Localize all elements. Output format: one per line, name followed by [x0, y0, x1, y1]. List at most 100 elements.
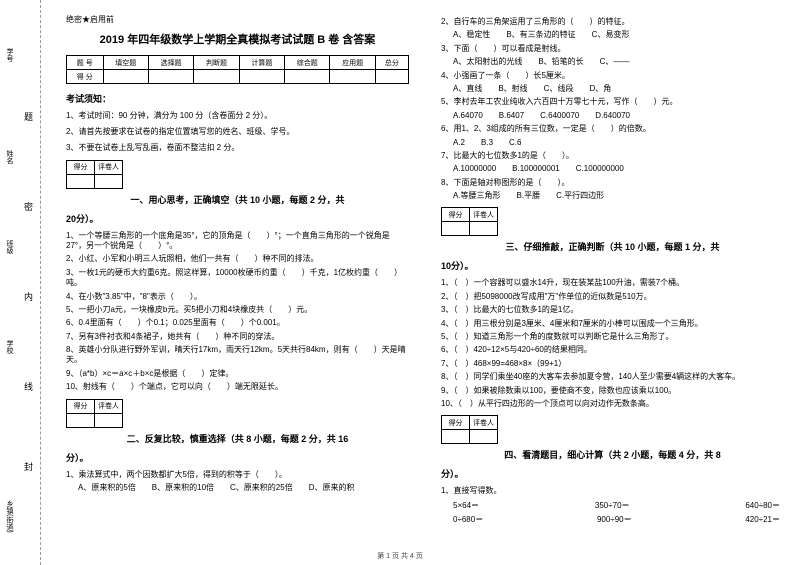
q-text: 5、李村去年工农业纯收入六百四十万零七十元，写作（ ）元。 [441, 97, 784, 107]
q-text: 2、（ ）把5098000改写成用"万"作单位的近似数是510万。 [441, 292, 784, 302]
q-text: 6、用1、2、3组成的所有三位数，一定是（ ）的倍数。 [441, 124, 784, 134]
q-text: 3、（ ）比最大的七位数多1的是1亿。 [441, 305, 784, 315]
marker-table: 得分 评卷人 [441, 415, 498, 444]
score-cell [194, 70, 239, 84]
calc-item: 640÷80＝ [745, 500, 780, 511]
seal-char: 题 [24, 110, 33, 123]
score-cell [239, 70, 284, 84]
section1-title2: 20分）。 [66, 212, 409, 225]
q-text: 5、（ ）知道三角形一个角的度数就可以判断它是什么三角形了。 [441, 332, 784, 342]
q-text: 8、下面是轴对称图形的是（ ）。 [441, 178, 784, 188]
score-cell [330, 70, 375, 84]
q-text: 2、自行车的三角架运用了三角形的（ ）的特征。 [441, 17, 784, 27]
mark-cell [67, 413, 95, 427]
mark-reviewer: 评卷人 [95, 399, 123, 413]
q-text: 10、射线有（ ）个端点，它可以向（ ）端无限延长。 [66, 382, 409, 392]
q-text: 9、（ ）如果被除数乘以100，要使商不变，除数也应该乘以100。 [441, 386, 784, 396]
score-col-head: 应用题 [330, 56, 375, 70]
q-text: 8、英雄小分队进行野外军训，晴天行17km，雨天行12km。5天共行84km，则… [66, 345, 409, 366]
section3-title2: 10分）。 [441, 259, 784, 272]
mark-reviewer: 评卷人 [95, 160, 123, 174]
calc-item: 5×64＝ [453, 500, 479, 511]
mark-reviewer: 评卷人 [470, 416, 498, 430]
calc-item: 900÷90＝ [597, 514, 632, 525]
calc-item: 420÷21＝ [745, 514, 780, 525]
q-text: 5、一把小刀a元，一块橡皮b元。买5把小刀和4块橡皮共（ ）元。 [66, 305, 409, 315]
section4-title: 四、看清题目，细心计算（共 2 小题，每题 4 分，共 8 [441, 448, 784, 461]
notice-line: 3、不要在试卷上乱写乱画，卷面不整洁扣 2 分。 [66, 142, 409, 153]
mark-score: 得分 [442, 208, 470, 222]
q-text: 4、小强画了一条（ ）长5厘米。 [441, 71, 784, 81]
mark-cell [67, 174, 95, 188]
dashed-cut-line [40, 0, 41, 565]
score-table: 题 号 填空题 选择题 判断题 计算题 综合题 应用题 总分 得 分 [66, 55, 409, 84]
q-text: 1、（ ）一个容器可以盛水14升，现在装某盐100升油，需装7个桶。 [441, 278, 784, 288]
q-text: 1、乘法算式中，两个因数都扩大5倍，得到的积等于（ ）。 [66, 470, 409, 480]
score-col-head: 选择题 [148, 56, 193, 70]
q-text: 3、下面（ ）可以看成是射线。 [441, 44, 784, 54]
q-options: A、直线 B、射线 C、线段 D、角 [453, 84, 784, 94]
margin-label-district: 乡镇(街道) [4, 500, 14, 533]
calc-row: 0÷680＝ 900÷90＝ 420÷21＝ [441, 514, 784, 525]
score-cell [375, 70, 408, 84]
page-footer: 第 1 页 共 4 页 [0, 551, 800, 561]
mark-reviewer: 评卷人 [470, 208, 498, 222]
margin-label-id: 学号 [4, 48, 14, 62]
q-text: 4、（ ）用三根分别是3厘米、4厘米和7厘米的小棒可以围成一个三角形。 [441, 319, 784, 329]
mark-cell [95, 413, 123, 427]
seal-char: 线 [24, 380, 33, 393]
seal-char: 密 [24, 200, 33, 213]
score-col-head: 填空题 [103, 56, 148, 70]
q-text: 1、一个等腰三角形的一个底角是35°，它的顶角是（ ）°；一个直角三角形的一个锐… [66, 231, 409, 252]
score-cell [148, 70, 193, 84]
q-options: A.等腰三角形 B.平腰 C.平行四边形 [453, 191, 784, 201]
score-cell [285, 70, 330, 84]
q-text: 7、比最大的七位数多1的是（ ）。 [441, 151, 784, 161]
q-options: A.2 B.3 C.6 [453, 138, 784, 148]
q-text: 8、（ ）同学们乘坐40座的大客车去参加夏令营，140人至少需要4辆这样的大客车… [441, 372, 784, 382]
margin-label-school: 学校 [4, 340, 14, 354]
q-text: 7、另有3件衬衣和4条裙子，她共有（ ）种不同的穿法。 [66, 332, 409, 342]
q-options: A.10000000 B.100000001 C.100000000 [453, 164, 784, 174]
q-text: 7、（ ）468×99=468×8×（99+1） [441, 359, 784, 369]
score-col-head: 总分 [375, 56, 408, 70]
q-text: 3、一枚1元的硬币大约重6克。照这样算，10000枚硬币约重（ ）千克，1亿枚约… [66, 268, 409, 289]
mark-cell [442, 430, 470, 444]
mark-score: 得分 [67, 160, 95, 174]
section2-title: 二、反复比较，慎重选择（共 8 小题，每题 2 分，共 16 [66, 432, 409, 445]
q-text: 6、（ ）420÷12×5与420÷60的结果相同。 [441, 345, 784, 355]
calc-item: 350÷70＝ [595, 500, 630, 511]
seal-char: 封 [24, 460, 33, 473]
score-col-head: 计算题 [239, 56, 284, 70]
secret-label: 绝密★启用前 [66, 14, 409, 25]
marker-table: 得分 评卷人 [441, 207, 498, 236]
q-text: 10、（ ）从平行四边形的一个顶点可以向对边作无数条高。 [441, 399, 784, 409]
mark-score: 得分 [442, 416, 470, 430]
marker-table: 得分 评卷人 [66, 399, 123, 428]
mark-score: 得分 [67, 399, 95, 413]
q-text: 2、小红、小军和小明三人玩照相，他们一共有（ ）种不同的排法。 [66, 254, 409, 264]
left-column: 绝密★启用前 2019 年四年级数学上学期全真模拟考试试题 B 卷 含答案 题 … [50, 0, 425, 565]
notice-line: 1、考试时间：90 分钟，满分为 100 分（含卷面分 2 分）。 [66, 110, 409, 121]
seal-char: 内 [24, 290, 33, 303]
score-col-head: 题 号 [67, 56, 104, 70]
score-row-label: 得 分 [67, 70, 104, 84]
score-col-head: 判断题 [194, 56, 239, 70]
section1-title: 一、用心思考，正确填空（共 10 小题，每题 2 分，共 [66, 193, 409, 206]
q-text: 9、（a*b）×c＝a×c＋b×c是根据（ ）定律。 [66, 369, 409, 379]
q-options: A、原来积的5倍 B、原来积的10倍 C、原来积的25倍 D、原来的积 [78, 483, 409, 493]
q-text: 4、在小数"3.85"中，"8"表示（ ）。 [66, 292, 409, 302]
mark-cell [470, 222, 498, 236]
q-text: 1、直接写得数。 [441, 486, 784, 496]
score-col-head: 综合题 [285, 56, 330, 70]
margin-label-class: 班级 [4, 240, 14, 254]
binding-margin: 学号 姓名 班级 学校 乡镇(街道) 题 密 内 线 封 [0, 0, 50, 565]
score-cell [103, 70, 148, 84]
q-options: A、太阳射出的光线 B、铅笔的长 C、—— [453, 57, 784, 67]
mark-cell [442, 222, 470, 236]
q-text: 6、0.4里面有（ ）个0.1；0.025里面有（ ）个0.001。 [66, 318, 409, 328]
marker-table: 得分 评卷人 [66, 160, 123, 189]
right-column: 2、自行车的三角架运用了三角形的（ ）的特征。 A、稳定性 B、有三条边的特征 … [425, 0, 800, 565]
calc-row: 5×64＝ 350÷70＝ 640÷80＝ [441, 500, 784, 511]
paper-title: 2019 年四年级数学上学期全真模拟考试试题 B 卷 含答案 [66, 31, 409, 47]
